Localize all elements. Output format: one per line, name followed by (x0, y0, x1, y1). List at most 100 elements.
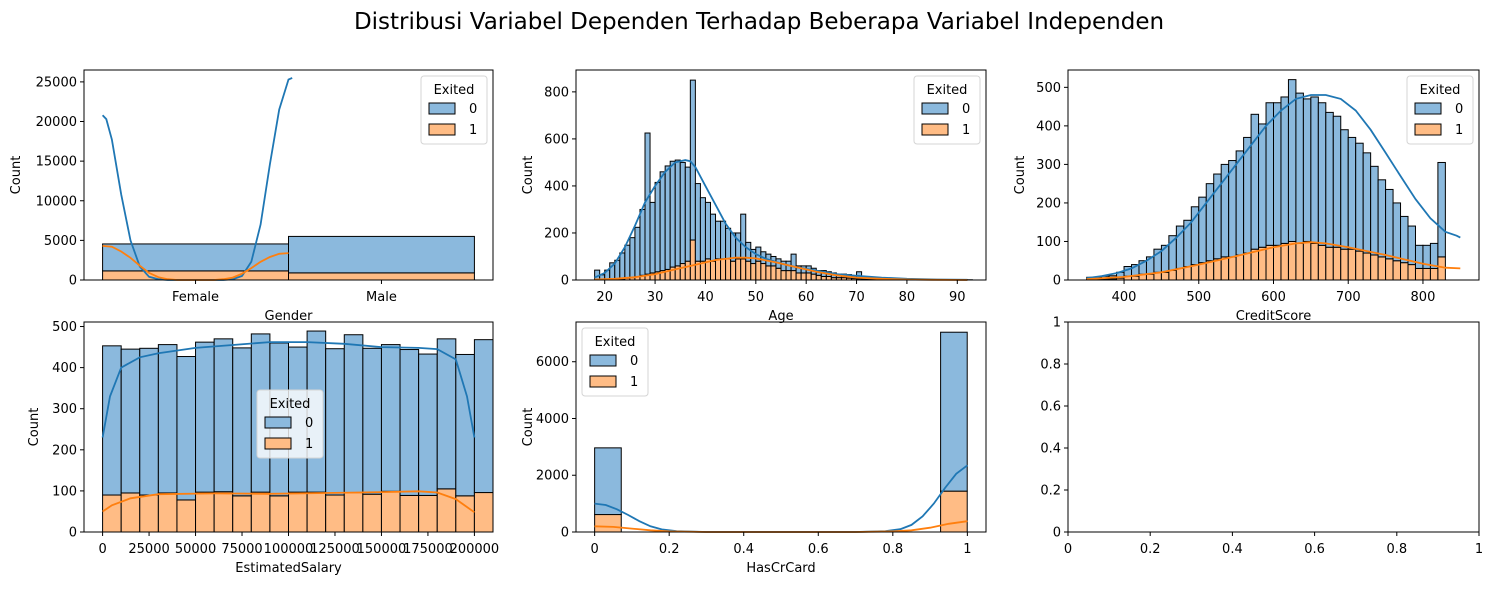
legend-label: 0 (630, 354, 638, 369)
x-tick-label: 0.8 (1386, 542, 1407, 557)
y-tick-label: 20000 (36, 115, 77, 130)
bar-exited-1 (1356, 251, 1363, 280)
x-tick-label: 0 (590, 542, 598, 557)
bar-exited-0 (721, 221, 726, 259)
bar-exited-1 (680, 264, 685, 280)
bar-exited-1 (1266, 245, 1273, 280)
bar-exited-0 (1229, 161, 1236, 257)
x-tick-label: 25000 (128, 542, 169, 557)
bar-exited-0 (741, 214, 746, 259)
bar-exited-1 (816, 275, 821, 280)
y-tick-label: 0.8 (1040, 358, 1061, 373)
bar-exited-1 (103, 495, 122, 532)
y-axis-label: Count (27, 408, 42, 447)
legend-label: 1 (469, 123, 477, 138)
bar-exited-1 (736, 259, 741, 280)
legend-swatch-exited-0 (429, 103, 455, 114)
bar-exited-0 (1303, 99, 1310, 242)
y-tick-label: 100 (1036, 235, 1061, 250)
x-tick-label: 0.8 (882, 542, 903, 557)
bar-exited-1 (741, 259, 746, 280)
bar-exited-0 (474, 340, 493, 493)
bar-exited-1 (381, 491, 400, 532)
y-tick-label: 0.2 (1040, 484, 1061, 499)
bar-exited-0 (670, 161, 675, 267)
bar-exited-1 (1146, 274, 1153, 280)
bar-exited-1 (474, 493, 493, 532)
y-tick-label: 1 (1053, 316, 1061, 331)
y-tick-label: 600 (544, 132, 569, 147)
bar-exited-0 (1191, 207, 1198, 265)
y-tick-label: 0 (1053, 274, 1061, 289)
bar-exited-1 (1176, 268, 1183, 280)
bar-exited-1 (1348, 249, 1355, 280)
bar-exited-0 (690, 80, 695, 240)
bar-exited-0 (1333, 116, 1340, 247)
y-tick-label: 15000 (36, 155, 77, 170)
x-tick-label: Female (172, 290, 219, 305)
bar-exited-0 (791, 254, 796, 270)
bar-exited-1 (103, 271, 289, 280)
legend-swatch-exited-0 (265, 417, 291, 428)
bar-exited-1 (1363, 253, 1370, 280)
bar-exited-1 (196, 492, 215, 532)
bar-exited-0 (196, 342, 215, 492)
bar-exited-0 (419, 354, 438, 495)
bar-exited-0 (1281, 97, 1288, 243)
bar-exited-1 (251, 492, 270, 532)
y-tick-label: 400 (544, 179, 569, 194)
bar-exited-1 (1318, 245, 1325, 280)
legend-label: 0 (305, 416, 313, 431)
bar-exited-1 (1214, 259, 1221, 280)
bar-exited-1 (941, 491, 968, 532)
y-tick-label: 2000 (536, 469, 569, 484)
legend-title: Exited (1420, 83, 1461, 98)
figure-title: Distribusi Variabel Dependen Terhadap Be… (354, 9, 1164, 35)
bar-exited-0 (400, 350, 419, 496)
bar-exited-0 (1386, 189, 1393, 258)
bar-exited-0 (650, 202, 655, 273)
bar-exited-1 (1206, 261, 1213, 280)
legend-swatch-exited-1 (590, 376, 616, 387)
legend-label: 0 (469, 102, 477, 117)
y-tick-label: 500 (52, 320, 77, 335)
x-tick-label: 0 (98, 542, 106, 557)
bar-exited-0 (625, 245, 630, 278)
bar-exited-0 (640, 209, 645, 275)
y-axis-label: Count (1013, 156, 1028, 195)
bar-exited-0 (140, 348, 159, 495)
x-tick-label: 0.2 (1140, 542, 1161, 557)
x-axis-label: HasCrCard (746, 561, 815, 576)
bar-exited-1 (233, 496, 252, 532)
bar-exited-1 (1281, 243, 1288, 280)
y-tick-label: 0 (1053, 526, 1061, 541)
bar-exited-1 (1311, 243, 1318, 280)
bar-exited-1 (1438, 257, 1445, 280)
bar-exited-1 (1274, 245, 1281, 280)
bar-exited-0 (1214, 174, 1221, 259)
bar-exited-0 (635, 227, 640, 276)
y-tick-label: 100 (52, 484, 77, 499)
bar-exited-1 (1423, 268, 1430, 280)
x-tick-label: 500 (1186, 290, 1211, 305)
bar-exited-1 (289, 273, 475, 280)
y-tick-label: 200 (544, 226, 569, 241)
bar-exited-0 (710, 214, 715, 261)
legend-label: 1 (305, 437, 313, 452)
legend-label: 0 (1455, 102, 1463, 117)
bar-exited-1 (419, 495, 438, 532)
bar-exited-1 (140, 495, 159, 532)
bar-exited-1 (1401, 263, 1408, 280)
bar-exited-1 (1236, 255, 1243, 280)
bar-exited-1 (1161, 272, 1168, 280)
bar-exited-1 (811, 274, 816, 280)
bar-exited-1 (1341, 249, 1348, 280)
x-tick-label: 90 (949, 290, 966, 305)
x-tick-label: 0.2 (659, 542, 680, 557)
bar-exited-0 (1296, 93, 1303, 243)
x-tick-label: 0.4 (733, 542, 754, 557)
